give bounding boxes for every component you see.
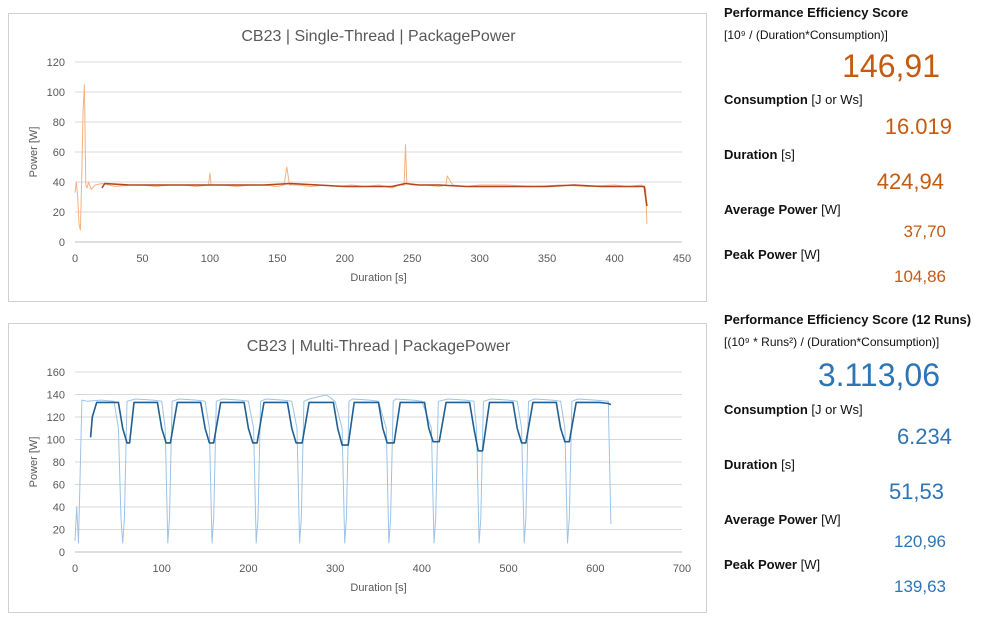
mt-y-tick-label: 120 — [47, 412, 65, 424]
mt-x-tick-label: 200 — [239, 563, 257, 575]
mt-avg-power-label: Average Power [W] — [724, 512, 841, 527]
mt-score-formula: [(10⁹ * Runs²) / (Duration*Consumption)] — [724, 335, 940, 349]
st-x-tick-label: 250 — [403, 253, 421, 265]
mt-peak-power-label: Peak Power [W] — [724, 557, 820, 572]
st-y-tick-label: 0 — [59, 237, 65, 249]
multi-thread-chart: CB23 | Multi-Thread | PackagePower 0 20 40 6… — [8, 323, 707, 613]
st-avg-power-name: Average Power — [724, 202, 818, 217]
st-x-tick-label: 150 — [268, 253, 286, 265]
st-peak-power-name: Peak Power — [724, 247, 797, 262]
mt-y-tick-label: 0 — [59, 547, 65, 559]
st-x-tick-label: 50 — [136, 253, 148, 265]
mt-series-smoothed-line — [89, 401, 612, 452]
st-peak-power-unit: [W] — [800, 247, 821, 262]
single-thread-chart: CB23 | Single-Thread | PackagePower 0 20 40… — [8, 13, 707, 302]
st-x-axis-label: Duration [s] — [350, 272, 406, 284]
mt-y-tick-label: 160 — [47, 367, 65, 379]
mt-x-tick-label: 500 — [499, 563, 517, 575]
st-consumption-label: Consumption [J or Ws] — [724, 92, 863, 107]
mt-consumption-value: 6.234 — [896, 424, 952, 449]
st-y-tick-label: 40 — [53, 177, 65, 189]
st-consumption-value: 16.019 — [884, 114, 952, 139]
st-y-tick-label: 60 — [53, 147, 65, 159]
mt-score-label: Performance Efficiency Score (12 Runs) — [724, 312, 972, 327]
mt-avg-power-name: Average Power — [724, 512, 818, 527]
mt-y-tick-label: 80 — [53, 457, 65, 469]
st-duration-unit: [s] — [781, 147, 795, 162]
mt-duration-name: Duration — [724, 457, 778, 472]
st-x-tick-label: 450 — [673, 253, 691, 265]
mt-peak-power-name: Peak Power — [724, 557, 797, 572]
st-x-tick-label: 100 — [201, 253, 219, 265]
st-y-tick-label: 100 — [47, 87, 65, 99]
st-series-raw-line — [74, 84, 648, 231]
st-consumption-unit: [J or Ws] — [811, 92, 863, 107]
st-x-tick-label: 300 — [470, 253, 488, 265]
mt-peak-power-value: 139,63 — [894, 577, 946, 596]
mt-x-tick-label: 600 — [586, 563, 604, 575]
mt-y-axis-label: Power [W] — [28, 437, 40, 488]
mt-consumption-label: Consumption [J or Ws] — [724, 402, 863, 417]
mt-x-tick-label: 0 — [72, 563, 78, 575]
st-avg-power-unit: [W] — [821, 202, 841, 217]
mt-x-axis-label: Duration [s] — [350, 582, 406, 594]
mt-duration-unit: [s] — [781, 457, 795, 472]
mt-chart-title: CB23 | Multi-Thread | PackagePower — [247, 338, 511, 355]
st-x-tick-label: 400 — [605, 253, 623, 265]
mt-score-value: 3.113,06 — [817, 357, 940, 393]
st-y-tick-label: 120 — [47, 57, 65, 69]
st-peak-power-label: Peak Power [W] — [724, 247, 820, 262]
mt-x-tick-label: 400 — [413, 563, 431, 575]
st-duration-name: Duration — [724, 147, 778, 162]
st-y-axis-label: Power [W] — [28, 127, 40, 178]
mt-x-tick-label: 300 — [326, 563, 344, 575]
mt-duration-label: Duration [s] — [724, 457, 795, 472]
mt-y-tick-label: 140 — [47, 390, 65, 402]
st-avg-power-label: Average Power [W] — [724, 202, 841, 217]
st-x-tick-label: 350 — [538, 253, 556, 265]
mt-x-tick-label: 100 — [153, 563, 171, 575]
mt-avg-power-unit: [W] — [821, 512, 841, 527]
mt-peak-power-unit: [W] — [800, 557, 821, 572]
mt-series-raw-line — [74, 394, 612, 544]
mt-consumption-name: Consumption — [724, 402, 808, 417]
mt-y-tick-label: 40 — [53, 502, 65, 514]
st-consumption-name: Consumption — [724, 92, 808, 107]
st-chart-title: CB23 | Single-Thread | PackagePower — [241, 28, 516, 45]
st-x-tick-label: 200 — [336, 253, 354, 265]
st-score-label: Performance Efficiency Score — [724, 5, 909, 20]
mt-avg-power-value: 120,96 — [894, 532, 946, 551]
st-duration-value: 424,94 — [876, 169, 944, 194]
st-x-tick-label: 0 — [72, 253, 78, 265]
st-score-formula: [10⁹ / (Duration*Consumption)] — [724, 28, 888, 42]
mt-consumption-unit: [J or Ws] — [811, 402, 863, 417]
mt-y-tick-label: 100 — [47, 435, 65, 447]
multi-thread-chart-svg: CB23 | Multi-Thread | PackagePower 0 20 40 6… — [28, 338, 691, 594]
mt-y-tick-label: 60 — [53, 480, 65, 492]
st-y-tick-label: 80 — [53, 117, 65, 129]
mt-x-tick-label: 700 — [673, 563, 691, 575]
st-series-smoothed-line — [101, 182, 648, 207]
st-peak-power-value: 104,86 — [894, 267, 946, 286]
st-avg-power-value: 37,70 — [903, 222, 946, 241]
st-score-value: 146,91 — [842, 48, 940, 84]
mt-y-tick-label: 20 — [53, 525, 65, 537]
st-y-tick-label: 20 — [53, 207, 65, 219]
single-thread-chart-svg: CB23 | Single-Thread | PackagePower 0 20 40… — [28, 28, 691, 284]
st-duration-label: Duration [s] — [724, 147, 795, 162]
mt-duration-value: 51,53 — [888, 479, 944, 504]
